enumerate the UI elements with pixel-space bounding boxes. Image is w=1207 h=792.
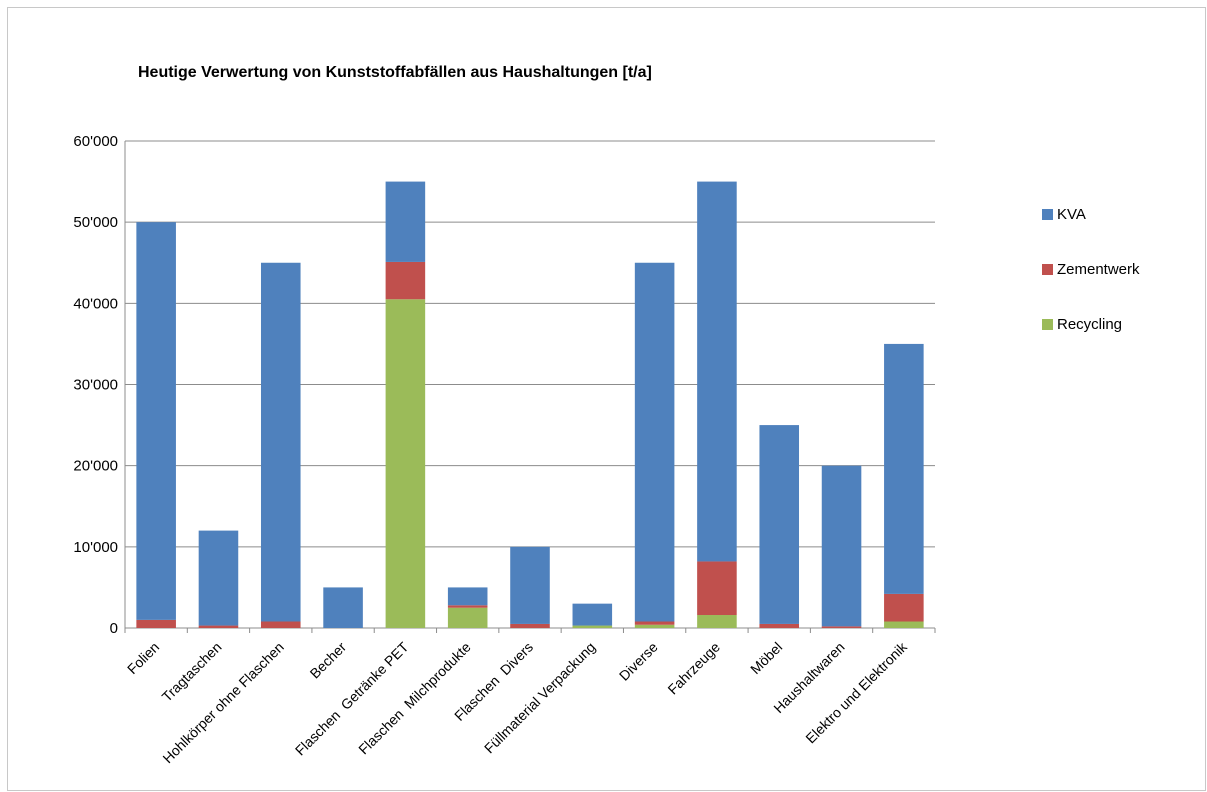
bar-recycling bbox=[572, 625, 613, 628]
bar-kva bbox=[884, 343, 924, 594]
bar-recycling bbox=[697, 615, 737, 628]
bar-kva bbox=[634, 262, 675, 622]
x-tick-label: Elektro und Elektronik bbox=[802, 638, 910, 746]
y-tick-label: 30'000 bbox=[73, 377, 118, 394]
bar-kva bbox=[697, 181, 737, 562]
bar-kva bbox=[572, 603, 613, 626]
legend-item-zementwerk: Zementwerk bbox=[1042, 261, 1140, 278]
legend-swatch-recycling bbox=[1042, 319, 1053, 330]
bar-zementwerk bbox=[634, 621, 675, 625]
chart-frame bbox=[7, 7, 1206, 791]
bar-zementwerk bbox=[697, 561, 737, 616]
legend-label-kva: KVA bbox=[1057, 206, 1086, 223]
bar-kva bbox=[198, 530, 239, 626]
x-tick-label: Tragtaschen bbox=[159, 639, 225, 705]
legend-swatch-zementwerk bbox=[1042, 264, 1053, 275]
bar-kva bbox=[136, 222, 176, 620]
bar-zementwerk bbox=[198, 625, 239, 628]
legend-label-zementwerk: Zementwerk bbox=[1057, 261, 1140, 278]
legend-item-kva: KVA bbox=[1042, 206, 1086, 223]
bar-kva bbox=[260, 262, 301, 622]
bar-zementwerk bbox=[510, 623, 550, 628]
x-tick-label: Fahrzeuge bbox=[664, 639, 723, 698]
y-tick-label: 10'000 bbox=[73, 539, 118, 556]
x-tick-label: Möbel bbox=[747, 639, 785, 677]
chart-title: Heutige Verwertung von Kunststoffabfälle… bbox=[138, 64, 652, 81]
x-tick-label: Flaschen Getränke PET bbox=[292, 638, 412, 758]
bar-recycling bbox=[634, 624, 675, 628]
bar-zementwerk bbox=[260, 621, 301, 628]
y-tick-label: 0 bbox=[110, 620, 118, 637]
bar-recycling bbox=[884, 621, 924, 628]
bar-recycling bbox=[447, 607, 488, 628]
bar-zementwerk bbox=[884, 593, 924, 622]
bar-recycling bbox=[385, 299, 426, 628]
x-tick-label: Hohlkörper ohne Flaschen bbox=[159, 639, 286, 766]
legend-item-recycling: Recycling bbox=[1042, 316, 1122, 333]
x-tick-label: Diverse bbox=[616, 639, 661, 684]
bar-kva bbox=[323, 587, 363, 628]
bar-kva bbox=[385, 181, 426, 262]
y-tick-label: 20'000 bbox=[73, 458, 118, 475]
legend-label-recycling: Recycling bbox=[1057, 316, 1123, 333]
bar-kva bbox=[759, 425, 800, 624]
bar-zementwerk bbox=[759, 623, 800, 628]
y-tick-label: 40'000 bbox=[73, 295, 118, 312]
bar-zementwerk bbox=[447, 605, 488, 608]
y-tick-label: 50'000 bbox=[73, 214, 118, 231]
legend-swatch-kva bbox=[1042, 209, 1053, 220]
bar-zementwerk bbox=[136, 619, 176, 628]
x-tick-label: Becher bbox=[307, 639, 350, 682]
x-tick-label: Folien bbox=[124, 639, 162, 677]
bar-kva bbox=[447, 587, 488, 606]
x-tick-label: Flaschen Milchprodukte bbox=[355, 639, 474, 758]
bar-zementwerk bbox=[385, 261, 426, 300]
y-tick-label: 60'000 bbox=[73, 133, 118, 150]
bar-kva bbox=[821, 465, 862, 627]
x-tick-label: Füllmaterial Verpackung bbox=[481, 639, 599, 757]
bar-zementwerk bbox=[821, 626, 862, 628]
bar-kva bbox=[510, 546, 550, 624]
